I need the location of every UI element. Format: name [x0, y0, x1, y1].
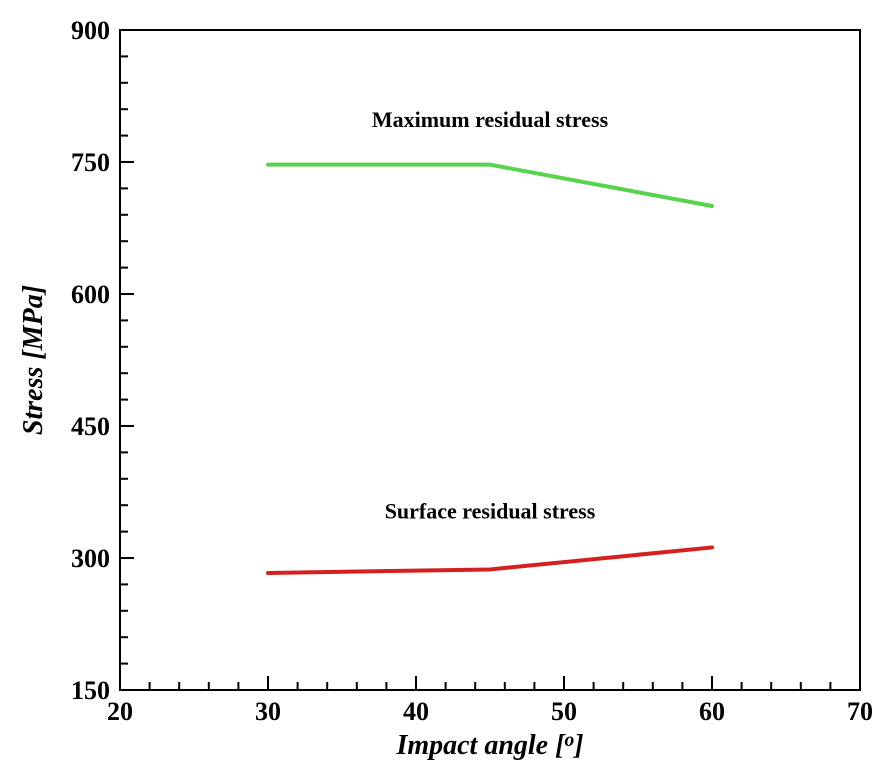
y-tick-label: 900 [71, 16, 110, 45]
y-tick-label: 450 [71, 412, 110, 441]
x-tick-label: 40 [403, 697, 429, 726]
y-axis-label: Stress [MPa] [18, 285, 49, 435]
x-tick-label: 50 [551, 697, 577, 726]
x-tick-label: 20 [107, 697, 133, 726]
stress-chart: 20 30 40 50 60 70 Impact angle [o] 150 300 450 600… [0, 0, 888, 775]
x-tick-label: 70 [847, 697, 873, 726]
chart-svg: 20 30 40 50 60 70 Impact angle [o] 150 300 450 600… [0, 0, 888, 775]
x-tick-label: 30 [255, 697, 281, 726]
y-tick-label: 600 [71, 280, 110, 309]
y-tick-label: 150 [71, 676, 110, 705]
x-tick-label: 60 [699, 697, 725, 726]
y-tick-label: 750 [71, 148, 110, 177]
y-tick-label: 300 [71, 544, 110, 573]
series-label-surface-residual-stress: Surface residual stress [385, 498, 596, 523]
x-axis-label: Impact angle [o] [395, 730, 583, 761]
series-label-maximum-residual-stress: Maximum residual stress [372, 107, 609, 132]
